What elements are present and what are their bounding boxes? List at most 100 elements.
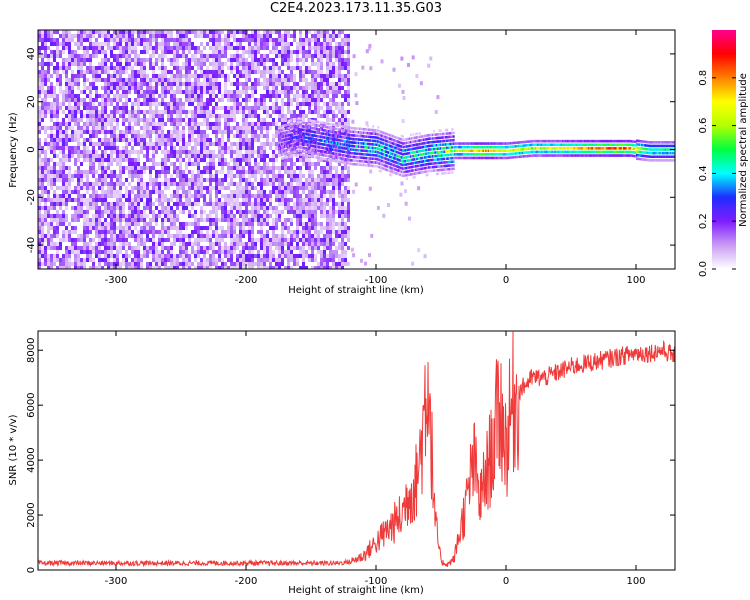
heatmap-cell	[254, 130, 257, 134]
heatmap-cell	[282, 156, 285, 160]
heatmap-cell	[326, 42, 329, 46]
heatmap-cell	[203, 102, 206, 106]
heatmap-cell	[161, 74, 164, 78]
heatmap-cell	[47, 214, 50, 218]
heatmap-cell	[320, 42, 323, 46]
heatmap-cell	[203, 246, 206, 250]
heatmap-cell	[110, 150, 113, 154]
heatmap-cell	[146, 230, 149, 234]
heatmap-cell	[119, 222, 122, 226]
heatmap-cell	[50, 30, 53, 34]
heatmap-cell	[176, 62, 179, 66]
heatmap-cell	[65, 186, 68, 190]
heatmap-cell	[272, 62, 275, 66]
heatmap-cell	[155, 150, 158, 154]
heatmap-cell	[128, 38, 131, 42]
heatmap-cell	[299, 202, 302, 206]
heatmap-cell	[314, 54, 317, 58]
heatmap-cell	[230, 170, 233, 174]
heatmap-cell	[83, 246, 86, 250]
heatmap-cell	[320, 194, 323, 198]
heatmap-cell	[287, 242, 290, 246]
heatmap-cell	[254, 242, 257, 246]
heatmap-cell	[275, 194, 278, 198]
heatmap-cell	[98, 50, 101, 54]
heatmap-cell	[308, 30, 311, 34]
heatmap-cell	[266, 246, 269, 250]
heatmap-cell	[104, 250, 107, 254]
heatmap-cell	[329, 58, 332, 62]
heatmap-cell	[128, 122, 131, 126]
heatmap-cell	[245, 162, 248, 166]
heatmap-cell	[53, 102, 56, 106]
heatmap-cell	[173, 254, 176, 258]
heatmap-cell	[302, 58, 305, 62]
heatmap-cell	[185, 174, 188, 178]
heatmap-cell	[182, 202, 185, 206]
heatmap-cell	[209, 86, 212, 90]
heatmap-cell	[266, 106, 269, 110]
heatmap-cell	[137, 74, 140, 78]
heatmap-cell	[176, 238, 179, 242]
heatmap-cell	[272, 178, 275, 182]
heatmap-cell	[254, 62, 257, 66]
heatmap-cell	[257, 266, 260, 269]
heatmap-cell	[206, 186, 209, 190]
heatmap-cell	[74, 174, 77, 178]
heatmap-cell	[194, 198, 197, 202]
heatmap-cell	[239, 42, 242, 46]
heatmap-cell	[119, 186, 122, 190]
heatmap-cell	[38, 210, 41, 214]
heatmap-cell	[227, 34, 230, 38]
heatmap-cell	[221, 166, 224, 170]
heatmap-cell	[101, 86, 104, 90]
heatmap-cell	[86, 242, 89, 246]
heatmap-cell	[242, 74, 245, 78]
heatmap-cell	[134, 134, 137, 138]
heatmap-cell	[212, 230, 215, 234]
heatmap-cell	[284, 86, 287, 90]
heatmap-cell	[113, 266, 116, 269]
heatmap-cell	[107, 90, 110, 94]
heatmap-cell	[107, 214, 110, 218]
heatmap-cell	[47, 242, 50, 246]
heatmap-cell	[86, 214, 89, 218]
heatmap-cell	[161, 110, 164, 114]
heatmap-cell	[203, 226, 206, 230]
heatmap-cell	[185, 98, 188, 102]
heatmap-cell	[290, 58, 293, 62]
heatmap-cell	[170, 250, 173, 254]
heatmap-cell	[269, 94, 272, 98]
heatmap-cell	[155, 38, 158, 42]
heatmap-cell	[227, 194, 230, 198]
heatmap-cell	[305, 186, 308, 190]
heatmap-cell	[164, 178, 167, 182]
heatmap-cell	[146, 198, 149, 202]
heatmap-cell	[173, 110, 176, 114]
heatmap-cell	[287, 238, 290, 242]
heatmap-cell	[113, 94, 116, 98]
heatmap-cell	[311, 78, 314, 82]
heatmap-cell	[128, 202, 131, 206]
heatmap-cell	[302, 74, 305, 78]
heatmap-cell	[185, 202, 188, 206]
heatmap-cell	[98, 198, 101, 202]
heatmap-cell	[137, 238, 140, 242]
heatmap-cell	[56, 242, 59, 246]
heatmap-cell	[212, 174, 215, 178]
heatmap-cell	[74, 158, 77, 162]
heatmap-cell	[326, 82, 329, 86]
heatmap-cell	[260, 146, 263, 150]
heatmap-cell	[155, 50, 158, 54]
heatmap-cell	[281, 78, 284, 82]
heatmap-cell	[411, 55, 415, 60]
heatmap-cell	[341, 230, 344, 234]
heatmap-cell	[320, 242, 323, 246]
heatmap-cell	[128, 210, 131, 214]
heatmap-cell	[335, 82, 338, 86]
heatmap-cell	[164, 262, 167, 266]
heatmap-cell	[275, 190, 278, 194]
heatmap-cell	[302, 114, 305, 118]
heatmap-cell	[119, 38, 122, 42]
heatmap-cell	[161, 70, 164, 74]
